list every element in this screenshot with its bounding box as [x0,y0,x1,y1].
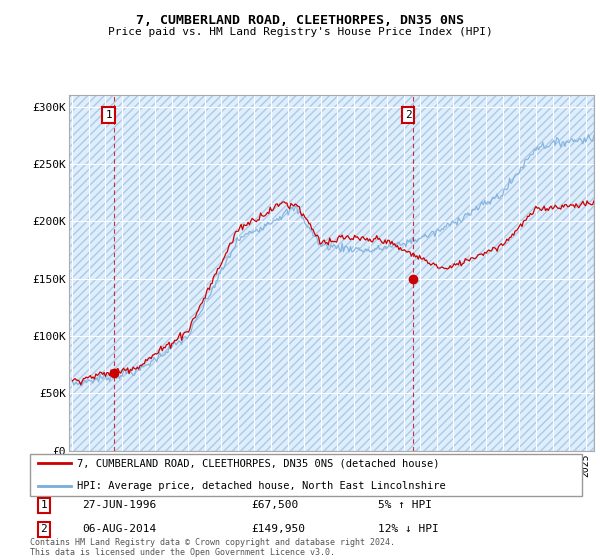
Text: £67,500: £67,500 [251,500,298,510]
Text: HPI: Average price, detached house, North East Lincolnshire: HPI: Average price, detached house, Nort… [77,481,446,491]
Text: £149,950: £149,950 [251,525,305,534]
Text: 5% ↑ HPI: 5% ↑ HPI [378,500,432,510]
Text: 1: 1 [105,110,112,120]
Text: 2: 2 [405,110,412,120]
Text: 12% ↓ HPI: 12% ↓ HPI [378,525,439,534]
Text: 06-AUG-2014: 06-AUG-2014 [82,525,157,534]
Text: Contains HM Land Registry data © Crown copyright and database right 2024.
This d: Contains HM Land Registry data © Crown c… [30,538,395,557]
Text: 27-JUN-1996: 27-JUN-1996 [82,500,157,510]
Text: 7, CUMBERLAND ROAD, CLEETHORPES, DN35 0NS: 7, CUMBERLAND ROAD, CLEETHORPES, DN35 0N… [136,14,464,27]
Text: 1: 1 [40,500,47,510]
FancyBboxPatch shape [30,454,582,496]
Text: 7, CUMBERLAND ROAD, CLEETHORPES, DN35 0NS (detached house): 7, CUMBERLAND ROAD, CLEETHORPES, DN35 0N… [77,458,439,468]
Text: 2: 2 [40,525,47,534]
Text: Price paid vs. HM Land Registry's House Price Index (HPI): Price paid vs. HM Land Registry's House … [107,27,493,37]
